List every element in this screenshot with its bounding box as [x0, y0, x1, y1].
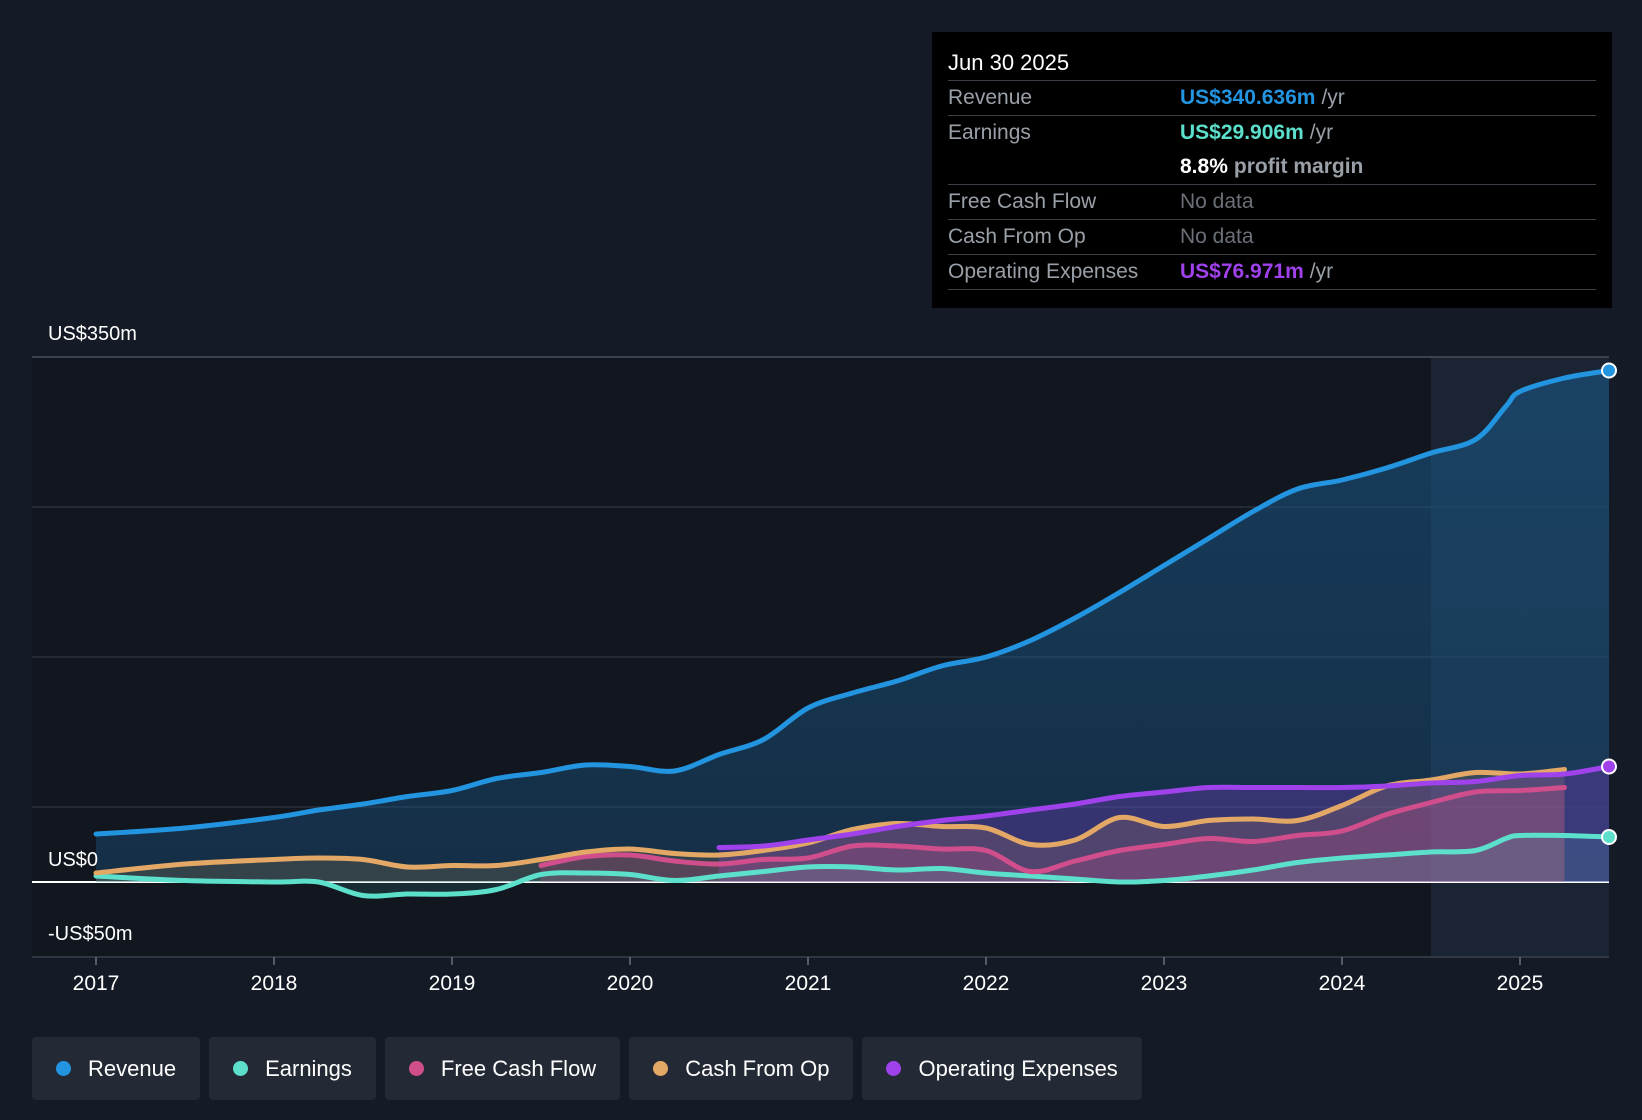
tooltip-margin-value: 8.8%: [1180, 155, 1228, 178]
revenue-dot-icon: [56, 1061, 71, 1076]
tooltip-row-margin: 8.8% profit margin: [948, 150, 1596, 185]
free-cash-flow-line: [538, 785, 1567, 875]
legend-item-earnings[interactable]: Earnings: [209, 1037, 376, 1100]
earnings-area: [96, 835, 1609, 897]
x-tick-label-2024: 2024: [1319, 972, 1366, 995]
revenue-end-marker[interactable]: [1601, 362, 1617, 379]
tooltip-fcf-value: No data: [1180, 190, 1254, 213]
legend-item-operating-expenses[interactable]: Operating Expenses: [862, 1037, 1142, 1100]
tooltip-panel: Jun 30 2025 Revenue US$340.636m /yr Earn…: [932, 32, 1612, 308]
revenue-line: [93, 368, 1612, 837]
tooltip-row-opex: Operating Expenses US$76.971m /yr: [948, 255, 1596, 290]
legend-label-cash-from-op: Cash From Op: [685, 1055, 830, 1081]
earnings-end-marker[interactable]: [1601, 829, 1617, 845]
tooltip-date: Jun 30 2025: [948, 46, 1596, 81]
cash-from-op-area: [96, 769, 1565, 882]
legend-label-earnings: Earnings: [265, 1055, 352, 1081]
tooltip-revenue-value: US$340.636m: [1180, 86, 1316, 109]
tooltip-row-fcf: Free Cash Flow No data: [948, 185, 1596, 220]
x-tick-label-2022: 2022: [963, 972, 1010, 995]
earnings-line: [93, 832, 1612, 899]
x-tick-label-2018: 2018: [251, 972, 298, 995]
free-cash-flow-dot-icon: [408, 1061, 424, 1076]
y-label-top: US$350m: [48, 323, 137, 345]
tooltip-earnings-value: US$29.906m: [1180, 121, 1304, 144]
x-tick-label-2021: 2021: [785, 972, 832, 995]
tooltip-row-cfo: Cash From Op No data: [948, 220, 1596, 255]
cash-from-op-dot-icon: [653, 1061, 669, 1076]
tooltip-opex-value: US$76.971m: [1180, 260, 1304, 283]
legend-label-operating-expenses: Operating Expenses: [918, 1055, 1118, 1081]
tooltip-row-earnings: Earnings US$29.906m /yr: [948, 116, 1596, 150]
tooltip-cfo-label: Cash From Op: [948, 225, 1086, 248]
y-label-bottom: -US$50m: [48, 923, 132, 945]
tooltip-earnings-label: Earnings: [948, 121, 1031, 144]
x-tick-label-2020: 2020: [607, 972, 654, 995]
operating-expenses-end-marker[interactable]: [1601, 758, 1617, 775]
tooltip-fcf-label: Free Cash Flow: [948, 190, 1097, 213]
tooltip-earnings-unit: /yr: [1309, 121, 1334, 144]
tooltip-opex-unit: /yr: [1309, 260, 1334, 283]
operating-expenses-dot-icon: [886, 1061, 902, 1076]
free-cash-flow-area: [541, 787, 1565, 882]
legend: Revenue Earnings Free Cash Flow Cash Fro…: [32, 1037, 1142, 1100]
legend-item-free-cash-flow[interactable]: Free Cash Flow: [384, 1037, 621, 1100]
x-tick-label-2025: 2025: [1497, 972, 1544, 995]
y-label-zero: US$0: [48, 849, 98, 871]
tooltip-cfo-value: No data: [1180, 225, 1254, 248]
tooltip-revenue-label: Revenue: [948, 86, 1033, 109]
legend-label-free-cash-flow: Free Cash Flow: [440, 1055, 597, 1081]
x-tick-label-2019: 2019: [429, 972, 476, 995]
legend-item-cash-from-op[interactable]: Cash From Op: [629, 1037, 854, 1100]
legend-item-revenue[interactable]: Revenue: [32, 1037, 201, 1100]
tooltip-revenue-unit: /yr: [1321, 86, 1345, 109]
x-tick-label-2017: 2017: [73, 972, 120, 995]
tooltip-margin-text: profit margin: [1233, 155, 1364, 178]
tooltip-opex-label: Operating Expenses: [948, 260, 1139, 283]
tooltip-row-revenue: Revenue US$340.636m /yr: [948, 81, 1596, 116]
earnings-dot-icon: [233, 1061, 249, 1076]
cash-from-op-line: [93, 767, 1567, 876]
x-tick-label-2023: 2023: [1141, 972, 1188, 995]
revenue-area: [96, 370, 1609, 882]
legend-label-revenue: Revenue: [88, 1055, 177, 1081]
operating-expenses-line: [716, 764, 1612, 850]
